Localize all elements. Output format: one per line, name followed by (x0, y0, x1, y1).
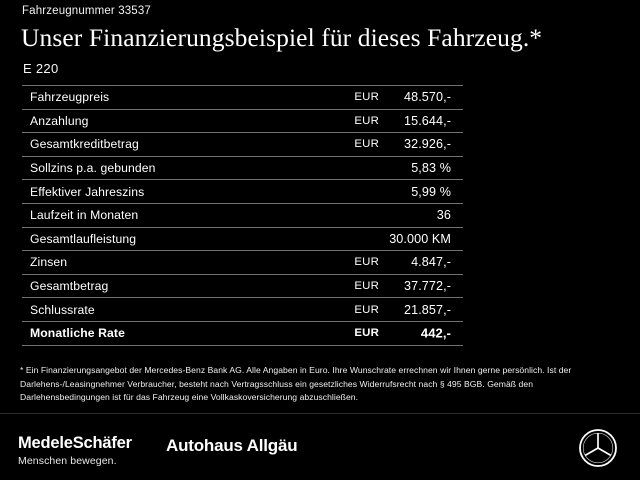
dealer-one-name: MedeleSchäfer (18, 434, 132, 452)
row-value: 36 (436, 208, 451, 223)
row-label: Gesamtlaufleistung (30, 231, 137, 246)
row-label: Zinsen (30, 255, 68, 270)
vehicle-model: E 220 (23, 61, 59, 76)
row-value: 15.644,- (403, 113, 451, 128)
footnote-text: * Ein Finanzierungsangebot der Mercedes-… (20, 365, 572, 403)
row-currency: EUR (354, 303, 379, 316)
table-row: Anzahlung EUR 15.644,- (22, 110, 463, 134)
row-value: 48.570,- (403, 90, 451, 105)
row-value: 30.000 KM (389, 231, 451, 246)
table-row: Zinsen EUR 4.847,- (22, 251, 463, 275)
row-currency: EUR (354, 256, 379, 269)
row-label: Gesamtkreditbetrag (30, 137, 139, 152)
row-value: 37.772,- (403, 279, 451, 294)
table-row: Monatliche Rate EUR 442,- (22, 322, 463, 346)
page-title: Unser Finanzierungsbeispiel für dieses F… (21, 23, 543, 52)
row-currency: EUR (354, 280, 379, 293)
row-label: Gesamtbetrag (30, 279, 109, 294)
table-row: Effektiver Jahreszins 5,99 % (22, 180, 463, 204)
row-currency: EUR (354, 327, 379, 340)
row-label: Fahrzeugpreis (30, 90, 110, 105)
table-row: Sollzins p.a. gebunden 5,83 % (22, 157, 463, 181)
vehicle-number: Fahrzeugnummer 33537 (22, 5, 151, 17)
row-value: 442,- (420, 325, 451, 341)
row-value: 4.847,- (411, 255, 451, 270)
table-row: Fahrzeugpreis EUR 48.570,- (22, 86, 463, 110)
row-label: Sollzins p.a. gebunden (30, 161, 156, 176)
dealer-logo-autohaus-allgaeu: Autohaus Allgäu (166, 436, 298, 455)
row-value: 32.926,- (403, 137, 451, 152)
row-value: 21.857,- (403, 302, 451, 317)
row-label: Effektiver Jahreszins (30, 184, 145, 199)
footer-divider (0, 413, 640, 414)
mercedes-star-icon (578, 428, 618, 468)
row-currency: EUR (354, 114, 379, 127)
table-row: Laufzeit in Monaten 36 (22, 204, 463, 228)
page-footer: MedeleSchäfer Menschen bewegen. Autohaus… (0, 414, 640, 480)
row-label: Monatliche Rate (30, 326, 125, 341)
row-label: Laufzeit in Monaten (30, 208, 139, 223)
table-row: Schlussrate EUR 21.857,- (22, 298, 463, 322)
finance-table: Fahrzeugpreis EUR 48.570,- Anzahlung EUR 15.6… (22, 85, 463, 346)
table-row: Gesamtlaufleistung 30.000 KM (22, 228, 463, 252)
dealer-logo-medele-schaefer: MedeleSchäfer Menschen bewegen. (18, 434, 132, 467)
row-label: Schlussrate (30, 302, 95, 317)
row-value: 5,99 % (411, 184, 451, 199)
table-row: Gesamtbetrag EUR 37.772,- (22, 275, 463, 299)
row-label: Anzahlung (30, 113, 89, 128)
row-currency: EUR (354, 138, 379, 151)
table-row: Gesamtkreditbetrag EUR 32.926,- (22, 133, 463, 157)
row-value: 5,83 % (411, 161, 451, 176)
dealer-one-tagline: Menschen bewegen. (18, 455, 117, 467)
row-currency: EUR (354, 91, 379, 104)
